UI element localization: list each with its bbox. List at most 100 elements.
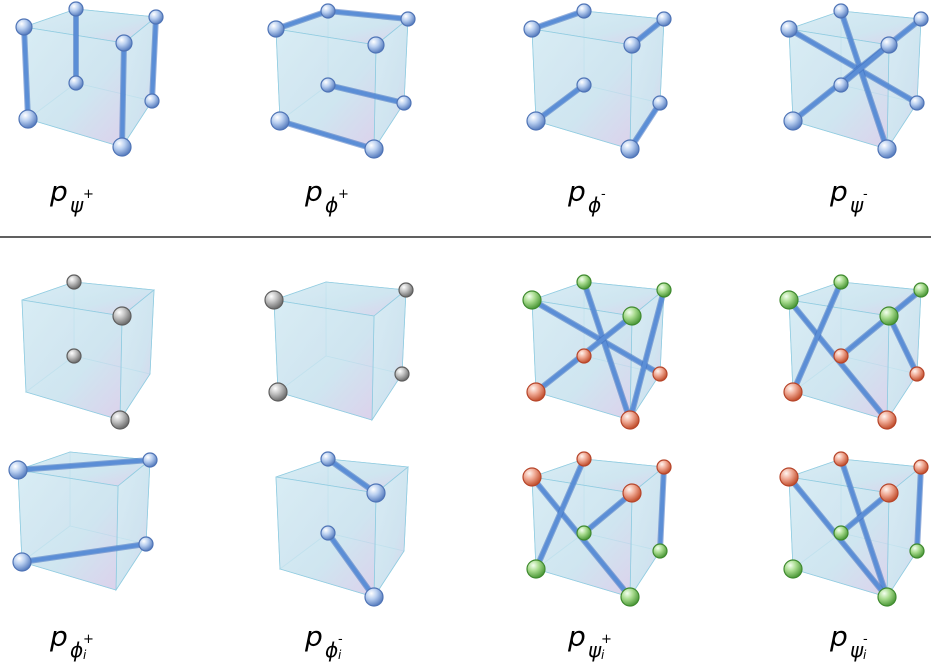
sphere-red [620,410,640,430]
bond [839,288,923,358]
sphere-red [833,348,849,364]
sphere-green [576,274,592,290]
sphere-blue [148,9,164,25]
sphere-green [620,587,640,607]
sphere-blue [623,36,641,54]
bond [274,9,330,31]
label-greek-subscript: ϕ [588,193,602,217]
sphere-blue [576,77,592,93]
bond [839,43,891,87]
sphere-blue [8,460,28,480]
sphere-red [833,451,849,467]
cube-8 [8,451,158,592]
sphere-red [877,410,897,430]
bond [887,314,919,376]
sphere-blue [112,137,132,157]
sphere-green [656,282,672,298]
state-label-bottom-2: p ψ + i [568,618,638,662]
sphere-red [656,459,672,475]
bond [326,457,378,495]
sphere-blue [364,587,384,607]
sphere-blue [367,36,385,54]
sphere-blue [833,77,849,93]
sphere-blue [620,139,640,159]
bond [278,119,376,151]
label-symbol-p: p [305,620,323,653]
label-index-subscript: i [863,648,867,662]
sphere-blue [780,20,798,38]
cube-11 [779,451,929,607]
label-sign-superscript: + [338,187,349,202]
sphere-gray [66,274,82,290]
sphere-blue [15,18,33,36]
sphere-blue [267,20,285,38]
sphere-blue [364,139,384,159]
sphere-blue [400,11,416,27]
cube-front-face [17,469,119,591]
label-sign-superscript: - [863,187,868,202]
sphere-blue [526,111,546,131]
bond [582,491,634,535]
sphere-blue [115,34,133,52]
state-label-top-0: p ψ + [50,173,120,217]
cube-9 [275,451,410,607]
cube-5 [264,281,414,422]
bond [534,83,586,123]
label-symbol-p: p [568,175,586,208]
cube-1 [267,3,416,159]
sphere-red [622,483,642,503]
bond [16,458,152,472]
sphere-green [877,587,897,607]
sphere-green [779,290,799,310]
bond [628,288,666,422]
label-symbol-p: p [568,620,586,653]
sphere-green [576,525,592,541]
sphere-red [783,382,803,402]
sphere-green [913,282,929,298]
label-index-subscript: i [338,648,342,662]
label-index-subscript: i [83,648,87,662]
label-greek-subscript: ϕ [325,193,339,217]
label-greek-subscript: ϕ [70,638,84,662]
sphere-blue [320,451,336,467]
bond [326,83,406,105]
sphere-blue [366,483,386,503]
sphere-green [783,559,803,579]
state-label-top-1: p ϕ + [305,173,375,217]
label-sign-superscript: - [601,187,606,202]
cube-6 [522,274,672,430]
sphere-green [522,290,542,310]
bond [839,457,889,599]
label-symbol-p: p [50,175,68,208]
sphere-blue [144,93,160,109]
label-greek-subscript: ψ [850,193,864,217]
sphere-red [522,467,542,487]
bond [658,465,666,553]
sphere-blue [320,525,336,541]
label-sign-superscript: + [83,187,94,202]
sphere-blue [833,3,849,19]
sphere-blue [320,77,336,93]
label-sign-superscript: + [83,632,94,647]
state-label-bottom-0: p ϕ + i [50,618,120,662]
cube-0 [15,1,164,157]
bond [534,457,586,571]
cube-10 [522,451,672,607]
bond [839,9,889,151]
bond [20,542,148,564]
sphere-blue [877,139,897,159]
label-greek-subscript: ψ [588,638,602,662]
label-symbol-p: p [830,175,848,208]
label-greek-subscript: ϕ [325,638,339,662]
sphere-blue [396,95,412,111]
cube-front-face [273,299,375,421]
bond [915,465,923,553]
label-index-subscript: i [601,648,605,662]
bond [582,280,632,422]
label-greek-subscript: ψ [70,193,84,217]
sphere-blue [909,95,925,111]
